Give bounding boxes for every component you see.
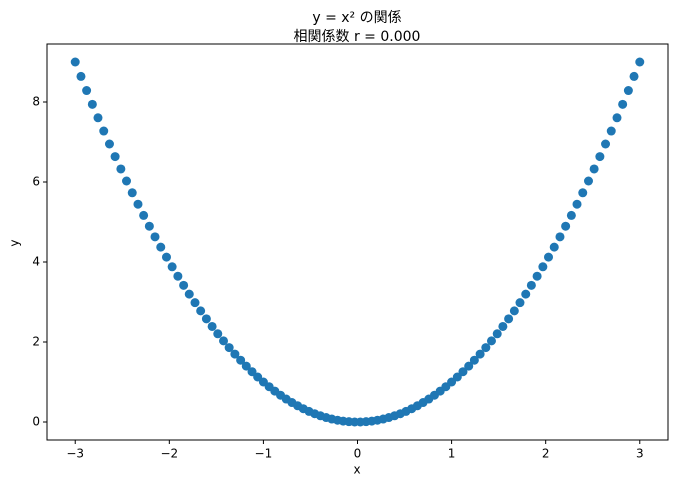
point [515,298,525,308]
y-tick-label: 8 [32,95,40,109]
point [566,210,576,220]
x-tick-label: −3 [66,447,84,461]
point [538,262,548,272]
point [224,343,234,353]
point [219,336,229,346]
x-tick-label: −1 [255,447,273,461]
point [561,221,571,231]
chart-subtitle: 相関係数 r = 0.000 [294,29,421,45]
chart-title: y = x² の関係 [312,10,401,26]
y-tick-label: 4 [32,255,40,269]
point [116,164,126,174]
point [82,86,92,96]
point [213,329,223,339]
point [504,314,514,324]
point [606,126,616,136]
point [184,289,194,299]
point [87,99,97,109]
point [99,126,109,136]
x-tick-label: 0 [354,447,362,461]
point [104,139,114,149]
point [173,271,183,281]
point [70,57,80,67]
point [230,349,240,359]
point [549,242,559,252]
point [464,361,474,371]
y-tick-label: 2 [32,335,40,349]
point [196,306,206,316]
point [247,367,257,377]
point [509,306,519,316]
y-axis-label: y [8,239,22,246]
point [635,57,645,67]
x-tick-label: 2 [542,447,550,461]
point [201,314,211,324]
plot-frame [46,43,669,441]
point [595,152,605,162]
point [526,280,536,290]
y-tick-label: 6 [32,175,40,189]
point [93,113,103,123]
point [475,349,485,359]
y-tick-label: 0 [32,415,40,429]
point [452,372,462,382]
point [241,361,251,371]
point [486,336,496,346]
point [612,113,622,123]
point [76,71,86,81]
point [139,210,149,220]
point [492,329,502,339]
point [498,321,508,331]
point [161,252,171,262]
point [127,188,137,198]
x-axis-label: x [353,463,360,477]
point [623,86,633,96]
point [458,367,468,377]
point [481,343,491,353]
point [532,271,542,281]
x-tick-label: −2 [160,447,178,461]
point [110,152,120,162]
point [572,199,582,209]
x-tick-label: 1 [448,447,456,461]
point [629,71,639,81]
point [150,232,160,242]
point [589,164,599,174]
point [133,199,143,209]
x-tick-label: 3 [636,447,644,461]
point [122,176,132,186]
point [555,232,565,242]
point [544,252,554,262]
point [583,176,593,186]
point [144,221,154,231]
point [236,355,246,365]
point [601,139,611,149]
point [207,321,217,331]
point [578,188,588,198]
point [190,298,200,308]
point [179,280,189,290]
point [167,262,177,272]
point [156,242,166,252]
point [521,289,531,299]
point [618,99,628,109]
point [469,355,479,365]
